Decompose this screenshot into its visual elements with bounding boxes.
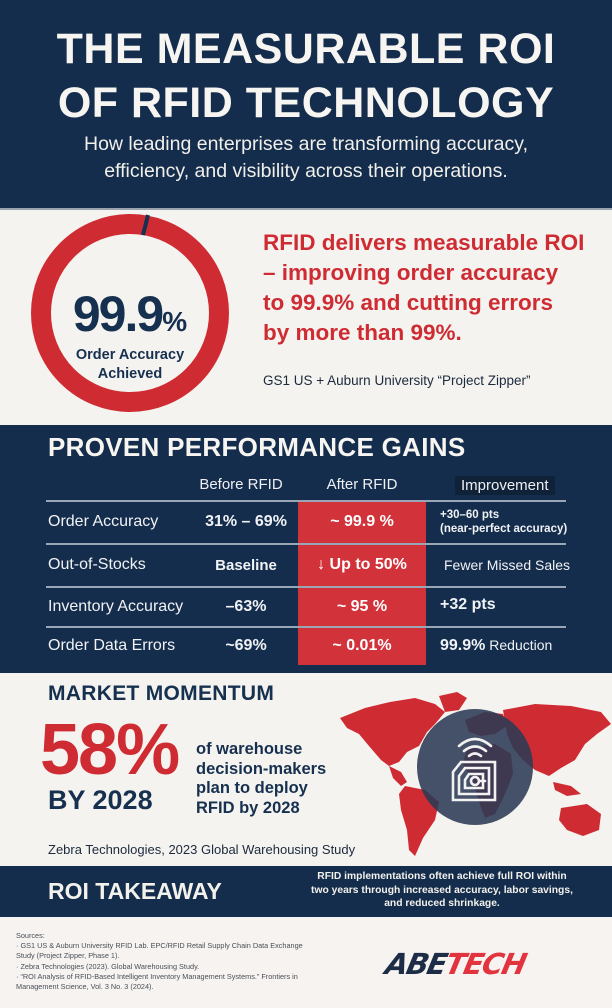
accuracy-headline: RFID delivers measurable ROI – improving… <box>263 228 603 348</box>
header-banner <box>0 0 612 208</box>
improvement-value: 99.9% <box>440 637 486 654</box>
column-header-improvement: Improvement <box>455 476 555 495</box>
improvement-line: +30–60 pts <box>440 509 500 521</box>
table-cell-before: 31% – 69% <box>205 513 287 530</box>
table-cell-improvement: +32 pts <box>440 596 496 613</box>
accuracy-label-line2: Achieved <box>97 366 163 382</box>
table-cell-after: ~ 99.9 % <box>330 513 394 530</box>
market-big-value: 58% <box>40 710 180 790</box>
table-cell-improvement: Fewer Missed Sales <box>444 557 571 573</box>
market-desc-line: decision-makers <box>196 759 327 778</box>
headline-line: RFID delivers measurable ROI <box>263 230 585 255</box>
takeaway-line: two years through increased accuracy, la… <box>311 884 573 896</box>
source-item: · GS1 US & Auburn University RFID Lab. E… <box>16 941 303 961</box>
table-divider <box>46 586 566 588</box>
table-cell-improvement: 99.9% Reduction <box>440 637 600 655</box>
after-rfid-highlight-column <box>298 501 426 665</box>
source-item: · Zebra Technologies (2023). Global Ware… <box>16 961 200 971</box>
sources-list: Sources: · GS1 US & Auburn University RF… <box>16 931 316 992</box>
takeaway-line: RFID implementations often achieve full … <box>317 871 567 882</box>
market-desc-line: of warehouse <box>196 740 303 758</box>
market-title: MARKET MOMENTUM <box>48 682 275 705</box>
improvement-text: Reduction <box>485 637 553 653</box>
market-description: of warehouse decision-makers plan to dep… <box>196 740 326 818</box>
table-cell-before: –63% <box>225 598 267 615</box>
accuracy-ring-chart <box>31 214 229 412</box>
accuracy-label: Order Accuracy Achieved <box>30 346 230 384</box>
table-divider <box>46 626 566 628</box>
page-title-line1: THE MEASURABLE ROI <box>56 25 556 73</box>
table-divider <box>46 500 566 502</box>
table-cell-after: ~ 95 % <box>336 598 388 615</box>
accuracy-label-line1: Order Accuracy <box>75 347 185 363</box>
sources-label: Sources: <box>16 931 45 940</box>
page-title-line2: OF RFID TECHNOLOGY <box>57 79 555 127</box>
table-cell-after: ↓ Up to 50% <box>317 556 407 573</box>
market-by-year: BY 2028 <box>48 785 153 815</box>
takeaway-description: RFID implementations often achieve full … <box>292 870 592 911</box>
column-header-before: Before RFID <box>199 476 283 493</box>
takeaway-line: and reduced shrinkage. <box>384 898 500 909</box>
headline-line: to 99.9% and cutting errors <box>263 290 554 315</box>
table-cell-improvement: +30–60 pts (near-perfect accuracy) <box>440 508 580 536</box>
column-header-after: After RFID <box>326 476 398 493</box>
table-cell-after: ~ 0.01% <box>332 637 392 654</box>
subtitle-line2: efficiency, and visibility across their … <box>104 160 508 182</box>
table-row-metric: Order Data Errors <box>48 637 176 654</box>
headline-line: – improving order accuracy <box>263 260 559 285</box>
table-cell-before: Baseline <box>215 557 277 574</box>
subtitle-line1: How leading enterprises are transforming… <box>83 133 528 155</box>
table-cell-before: ~69% <box>225 637 267 654</box>
abetech-logo: ABETECH <box>382 947 528 981</box>
logo-abe: ABE <box>382 947 450 981</box>
takeaway-banner <box>0 866 612 917</box>
market-desc-line: RFID by 2028 <box>196 798 300 817</box>
improvement-line: (near-perfect accuracy) <box>440 523 568 535</box>
table-row-metric: Inventory Accuracy <box>48 598 184 615</box>
market-desc-line: plan to deploy <box>196 779 308 797</box>
footer-section <box>0 917 612 1008</box>
table-row-metric: Out-of-Stocks <box>48 556 146 573</box>
table-row-metric: Order Accuracy <box>48 513 159 530</box>
source-item: · “ROI Analysis of RFID-Based Intelligen… <box>16 971 298 992</box>
accuracy-value: 99.9% <box>72 286 188 342</box>
accuracy-citation: GS1 US + Auburn University “Project Zipp… <box>263 373 531 388</box>
takeaway-title: ROI TAKEAWAY <box>48 878 222 904</box>
headline-line: by more than 99%. <box>263 320 462 345</box>
world-map-graphic <box>340 692 611 856</box>
performance-title: PROVEN PERFORMANCE GAINS <box>48 432 466 462</box>
ring-gap-marker <box>141 214 150 236</box>
rfid-tag-icon <box>451 737 497 802</box>
page-subtitle: How leading enterprises are transforming… <box>0 131 612 185</box>
logo-tech: TECH <box>442 947 529 981</box>
table-divider <box>46 543 566 545</box>
market-citation: Zebra Technologies, 2023 Global Warehous… <box>48 842 356 857</box>
